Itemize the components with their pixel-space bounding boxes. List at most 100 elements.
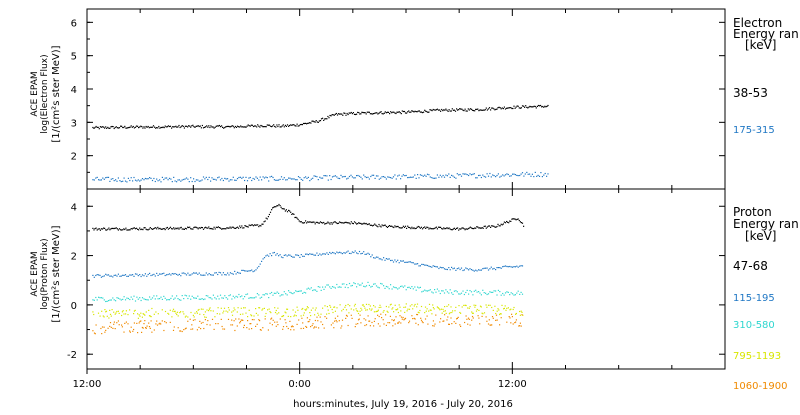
data-point bbox=[251, 179, 253, 182]
data-point bbox=[194, 319, 196, 321]
data-point bbox=[134, 273, 137, 275]
data-point bbox=[285, 179, 287, 181]
data-point bbox=[378, 112, 380, 114]
data-point bbox=[309, 288, 311, 290]
data-point bbox=[206, 125, 208, 127]
data-point bbox=[377, 256, 379, 258]
data-point bbox=[191, 180, 193, 183]
data-point bbox=[327, 115, 329, 118]
data-point bbox=[395, 287, 397, 289]
data-point bbox=[360, 253, 362, 255]
data-point bbox=[307, 221, 309, 223]
data-point bbox=[388, 288, 390, 290]
data-point bbox=[392, 261, 395, 263]
data-point bbox=[163, 127, 165, 129]
data-point bbox=[483, 175, 485, 178]
data-point bbox=[224, 126, 226, 129]
data-point bbox=[442, 110, 444, 112]
data-point bbox=[451, 229, 453, 231]
data-point bbox=[340, 174, 342, 176]
data-point bbox=[238, 272, 240, 274]
data-point bbox=[459, 311, 461, 314]
data-point bbox=[157, 298, 159, 300]
data-point bbox=[190, 228, 192, 230]
data-point bbox=[105, 273, 107, 275]
data-point bbox=[354, 250, 356, 252]
data-point bbox=[246, 180, 249, 182]
data-point bbox=[470, 291, 473, 293]
data-point bbox=[212, 126, 214, 128]
data-point bbox=[262, 258, 264, 260]
data-point bbox=[466, 268, 468, 270]
data-point bbox=[408, 176, 410, 179]
data-point bbox=[208, 226, 210, 228]
data-point bbox=[510, 322, 512, 324]
data-point bbox=[295, 216, 297, 218]
data-point bbox=[341, 176, 343, 178]
data-point bbox=[353, 305, 356, 307]
data-point bbox=[123, 228, 125, 230]
data-point bbox=[92, 299, 94, 301]
data-point bbox=[480, 109, 482, 111]
data-point bbox=[422, 290, 424, 292]
data-point bbox=[320, 289, 322, 291]
data-point bbox=[293, 315, 295, 317]
data-point bbox=[426, 264, 429, 267]
data-point bbox=[282, 178, 284, 180]
data-point bbox=[423, 111, 425, 113]
data-point bbox=[378, 287, 380, 289]
data-point bbox=[446, 227, 448, 229]
data-point bbox=[310, 287, 312, 289]
data-point bbox=[118, 324, 120, 326]
data-point bbox=[368, 303, 370, 306]
data-point bbox=[225, 228, 227, 230]
data-point bbox=[310, 221, 312, 223]
data-point bbox=[473, 110, 475, 112]
data-point bbox=[322, 117, 324, 119]
data-point bbox=[288, 125, 290, 127]
data-point bbox=[542, 105, 544, 108]
data-point bbox=[506, 265, 508, 268]
data-point bbox=[265, 217, 267, 219]
data-point bbox=[223, 228, 225, 230]
data-point bbox=[438, 307, 440, 310]
data-point bbox=[411, 110, 413, 112]
data-point bbox=[348, 252, 351, 254]
data-point bbox=[176, 181, 178, 183]
data-point bbox=[512, 323, 514, 325]
data-point bbox=[204, 316, 206, 318]
data-point bbox=[213, 127, 215, 129]
data-point bbox=[293, 292, 295, 294]
data-point bbox=[482, 289, 484, 291]
data-point bbox=[148, 127, 150, 129]
data-point bbox=[219, 227, 222, 229]
data-point bbox=[471, 311, 473, 313]
data-point bbox=[383, 285, 385, 287]
data-point bbox=[183, 329, 185, 331]
data-point bbox=[490, 291, 492, 293]
data-point bbox=[215, 125, 217, 127]
data-point bbox=[361, 252, 363, 254]
data-point bbox=[234, 125, 236, 128]
data-point bbox=[386, 310, 388, 312]
data-point bbox=[225, 178, 227, 180]
data-point bbox=[431, 228, 433, 230]
data-point bbox=[469, 108, 471, 110]
data-point bbox=[398, 262, 400, 264]
data-point bbox=[276, 205, 278, 207]
data-point bbox=[421, 321, 423, 323]
data-point bbox=[262, 176, 264, 178]
data-point bbox=[277, 324, 279, 326]
data-point bbox=[456, 291, 458, 293]
data-point bbox=[380, 177, 382, 179]
data-point bbox=[333, 114, 335, 116]
data-point bbox=[202, 321, 204, 324]
data-point bbox=[545, 106, 547, 108]
data-point bbox=[432, 307, 434, 309]
data-point bbox=[314, 121, 316, 123]
data-point bbox=[303, 291, 305, 293]
data-point bbox=[95, 227, 97, 229]
data-point bbox=[501, 304, 503, 306]
data-point bbox=[222, 228, 224, 230]
data-point bbox=[141, 331, 143, 333]
